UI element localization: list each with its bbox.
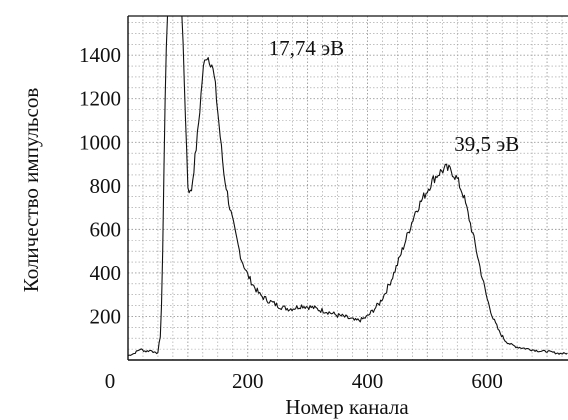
x-tick-label: 600 <box>471 369 503 393</box>
y-tick-label: 1200 <box>79 87 121 111</box>
x-tick-label: 200 <box>232 369 264 393</box>
tick-labels: 0 200 400 600 200 400 600 800 1000 1200 1400 <box>79 43 503 393</box>
axes <box>127 15 568 361</box>
spectrum-line <box>127 15 568 357</box>
y-tick-label: 1400 <box>79 43 121 67</box>
grid-lines <box>127 16 568 361</box>
data-series <box>127 15 568 357</box>
y-tick-label: 1000 <box>79 130 121 154</box>
y-tick-label: 800 <box>90 174 122 198</box>
x-tick-label: 400 <box>352 369 384 393</box>
annotations: 17,74 эВ 39,5 эВ <box>269 36 520 156</box>
y-tick-label: 400 <box>90 261 122 285</box>
y-tick-label: 600 <box>90 217 122 241</box>
x-tick-label: 0 <box>105 369 116 393</box>
peak-annotation: 17,74 эВ <box>269 36 345 60</box>
peak-annotation: 39,5 эВ <box>454 132 519 156</box>
y-axis-label: Количество импульсов <box>19 88 43 293</box>
x-axis-label: Номер канала <box>285 395 409 419</box>
y-tick-label: 200 <box>90 304 122 328</box>
